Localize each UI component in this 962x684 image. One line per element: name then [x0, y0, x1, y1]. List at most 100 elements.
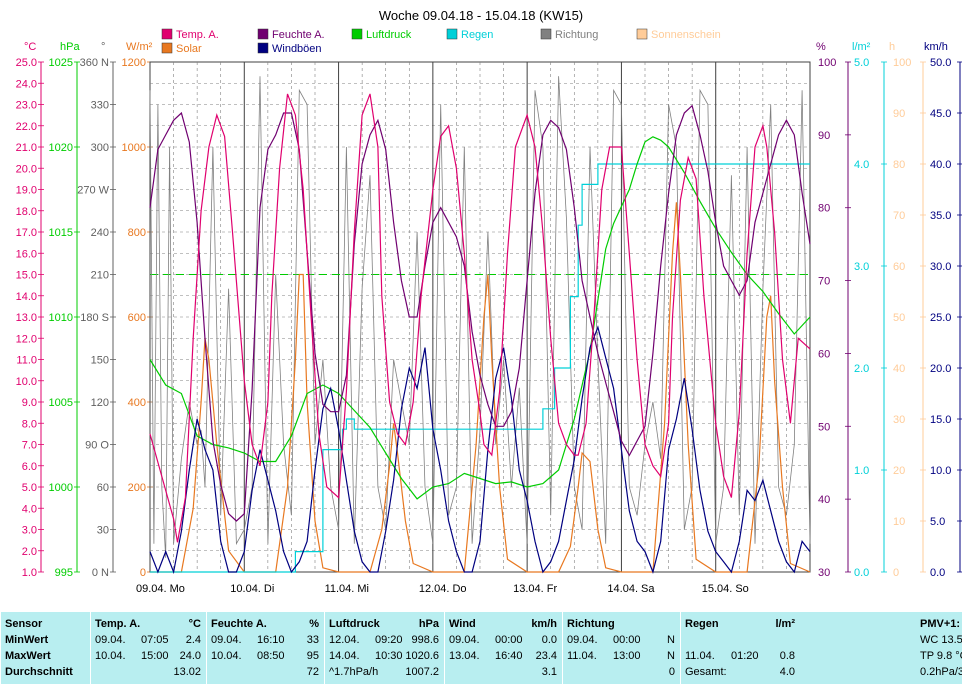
axis-tick-label: 1025 [49, 57, 73, 69]
axis-tick-label: 45.0 [930, 108, 951, 120]
axis-tick-label: 13.0 [16, 312, 37, 324]
legend-label: Feuchte A. [272, 29, 325, 41]
table-header-label: PMV+1: [920, 618, 961, 630]
axis-tick-label: 1.0 [22, 567, 37, 579]
table-header-unit: hPa [418, 618, 439, 630]
table-cell-value: 0 [668, 666, 675, 678]
table-column: Sensor MinWert MaxWert Durchschnitt [0, 612, 91, 684]
axis-tick-label: 80 [818, 203, 830, 215]
table-cell-value: 95 [306, 650, 319, 662]
series-windböen [149, 325, 811, 575]
axis-unit: W/m² [126, 41, 153, 53]
axis-tick-label: 50.0 [930, 57, 951, 69]
table-cell-value: 1020.6 [405, 650, 439, 662]
legend-swatch [351, 28, 363, 40]
table-cell-date: ^1.7hPa/h [329, 666, 379, 678]
series-layer [149, 76, 811, 575]
table-header-label: Luftdruck [329, 618, 380, 630]
x-tick-label: 12.04. Do [419, 583, 467, 595]
axis-tick-label: 800 [128, 227, 146, 239]
table-cell-time: 10:30 [375, 650, 403, 662]
table-row [681, 634, 801, 649]
axis-tick-label: 1200 [122, 57, 146, 69]
table-cell: MinWert [5, 634, 49, 646]
weather-chart: Woche 09.04.18 - 15.04.18 (KW15) Temp. A… [16, 8, 962, 595]
table-header: Sensor [1, 618, 91, 633]
axis-tick-label: 100 [893, 57, 911, 69]
table-column: Richtung 09.04. 00:00 N 11.04. 13:00 N 0 [562, 612, 681, 684]
axis-tick-label: 400 [128, 397, 146, 409]
table-cell: WC 13.5 [920, 634, 962, 646]
axis-tick-label: 1010 [49, 312, 73, 324]
axis-tick-label: 90 [818, 130, 830, 142]
table-cell-time: 00:00 [495, 634, 523, 646]
x-tick-label: 11.04. Mi [325, 583, 369, 595]
axis-tick-label: 30 [893, 414, 905, 426]
table-cell-time: 08:50 [257, 650, 285, 662]
axis-tick-label: 1000 [122, 142, 146, 154]
axis-tick-label: 50 [893, 312, 905, 324]
table-cell-date: 11.04. [567, 650, 597, 662]
axis-tick-label: 2.0 [854, 363, 869, 375]
table-cell-time: 15:00 [141, 650, 169, 662]
table-cell-value: 24.0 [179, 650, 201, 662]
legend-swatch [161, 42, 173, 54]
table-row: 09.04. 07:05 2.4 [91, 634, 207, 649]
table-cell-date: 12.04. [329, 634, 360, 646]
table-cell-value: 998.6 [411, 634, 439, 646]
axis-tick-label: 5.0 [22, 482, 37, 494]
axis-tick-label: 23.0 [16, 100, 37, 112]
axis-tick-label: 180 S [80, 312, 109, 324]
axis-tick-label: 995 [55, 567, 73, 579]
table-row: Gesamt: 4.0 [681, 666, 801, 681]
axis-tick-label: 0 [893, 567, 899, 579]
axis-tick-label: 40 [893, 363, 905, 375]
axis-tick-label: 60 [818, 348, 830, 360]
table-header-label: Wind [449, 618, 476, 630]
table-cell-time: 07:05 [141, 634, 169, 646]
legend-swatch [257, 28, 269, 40]
table-cell: MaxWert [5, 650, 51, 662]
table-cell-value: 13.02 [173, 666, 201, 678]
axis-tick-label: 90 O [85, 440, 109, 452]
table-cell-value: N [667, 634, 675, 646]
table-cell-date: 10.04. [95, 650, 126, 662]
axis-tick-label: 3.0 [22, 525, 37, 537]
axis-tick-label: 30.0 [930, 261, 951, 273]
table-header-unit: l/m² [775, 618, 795, 630]
table-cell: TP 9.8 °C [920, 650, 962, 662]
legend-label: Luftdruck [366, 29, 412, 41]
table-cell-date: 11.04. [685, 650, 715, 662]
x-tick-label: 09.04. Mo [136, 583, 185, 595]
table-row: 3.1 [445, 666, 563, 681]
axis-tick-label: 9.0 [22, 397, 37, 409]
series-feuchte-a [149, 104, 811, 522]
table-cell-time: 16:40 [495, 650, 523, 662]
table-cell-date: 10.04. [211, 650, 242, 662]
table-header-unit: °C [188, 618, 201, 630]
x-axis-labels: 09.04. Mo 10.04. Di 11.04. Mi 12.04. Do 13.0… [136, 583, 749, 595]
table-cell-date: 09.04. [95, 634, 126, 646]
legend-label: Windböen [272, 43, 322, 55]
axis-tick-label: 70 [893, 210, 905, 222]
table-cell-date: 13.04. [449, 650, 480, 662]
axis-tick-label: 600 [128, 312, 146, 324]
table-header-unit: km/h [531, 618, 557, 630]
axis-tick-label: 3.0 [854, 261, 869, 273]
axis-tick-label: 50 [818, 421, 830, 433]
axis-unit: °C [24, 41, 36, 53]
table-column: Regen l/m² 11.04. 01:20 0.8 Gesamt: 4.0 [680, 612, 801, 684]
axis-tick-label: 16.0 [16, 248, 37, 260]
table-cell-value: 23.4 [535, 650, 557, 662]
axis-tick-label: 8.0 [22, 418, 37, 430]
axis-tick-label: 1000 [49, 482, 73, 494]
series-richtung [149, 76, 811, 558]
axis-unit: km/h [924, 41, 948, 53]
table-cell-date: 09.04. [211, 634, 242, 646]
legend: Temp. A. Solar Feuchte A. Windböen Luftdruck… [161, 28, 721, 55]
axis-tick-label: 60 [893, 261, 905, 273]
table-cell-value: 0.0 [541, 634, 557, 646]
axis-tick-label: 19.0 [16, 185, 37, 197]
table-row: 10.04. 08:50 95 [207, 650, 325, 665]
table-cell: 0.2hPa/3 [920, 666, 962, 678]
